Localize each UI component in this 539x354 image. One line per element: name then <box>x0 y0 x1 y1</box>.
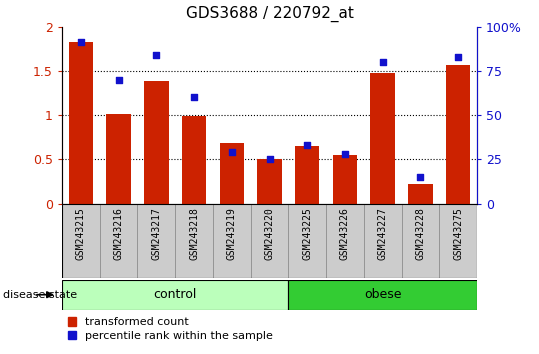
Text: GSM243217: GSM243217 <box>151 207 161 260</box>
Point <box>454 54 462 59</box>
Bar <box>257 159 282 204</box>
Text: GSM243227: GSM243227 <box>378 207 388 260</box>
Text: GSM243225: GSM243225 <box>302 207 312 260</box>
Bar <box>219 143 244 204</box>
Bar <box>326 204 364 278</box>
Text: GSM243219: GSM243219 <box>227 207 237 260</box>
Bar <box>408 184 433 204</box>
Point <box>190 95 198 100</box>
Point <box>303 142 312 148</box>
Bar <box>137 204 175 278</box>
Legend: transformed count, percentile rank within the sample: transformed count, percentile rank withi… <box>67 317 273 341</box>
Text: GSM243216: GSM243216 <box>114 207 123 260</box>
Bar <box>295 146 320 204</box>
Text: GSM243218: GSM243218 <box>189 207 199 260</box>
Bar <box>446 65 471 204</box>
Text: GSM243226: GSM243226 <box>340 207 350 260</box>
Bar <box>370 74 395 204</box>
Title: GDS3688 / 220792_at: GDS3688 / 220792_at <box>185 6 354 22</box>
Bar <box>439 204 477 278</box>
Point <box>77 40 85 45</box>
Bar <box>288 280 477 310</box>
Point <box>341 151 349 157</box>
Bar <box>402 204 439 278</box>
Bar <box>100 204 137 278</box>
Bar <box>213 204 251 278</box>
Bar <box>62 280 288 310</box>
Bar <box>144 81 169 204</box>
Point <box>114 77 123 82</box>
Text: GSM243275: GSM243275 <box>453 207 463 260</box>
Bar <box>288 204 326 278</box>
Point <box>416 174 425 180</box>
Point <box>227 149 236 155</box>
Point <box>265 156 274 162</box>
Bar <box>333 155 357 204</box>
Bar <box>62 204 100 278</box>
Bar <box>175 204 213 278</box>
Point <box>152 52 161 58</box>
Point <box>378 59 387 65</box>
Bar <box>182 116 206 204</box>
Bar <box>106 114 131 204</box>
Bar <box>251 204 288 278</box>
Text: GSM243228: GSM243228 <box>416 207 425 260</box>
Text: GSM243215: GSM243215 <box>76 207 86 260</box>
Bar <box>68 42 93 204</box>
Bar <box>364 204 402 278</box>
Text: obese: obese <box>364 288 402 301</box>
Text: GSM243220: GSM243220 <box>265 207 274 260</box>
Text: control: control <box>154 288 197 301</box>
Text: disease state: disease state <box>3 290 77 300</box>
